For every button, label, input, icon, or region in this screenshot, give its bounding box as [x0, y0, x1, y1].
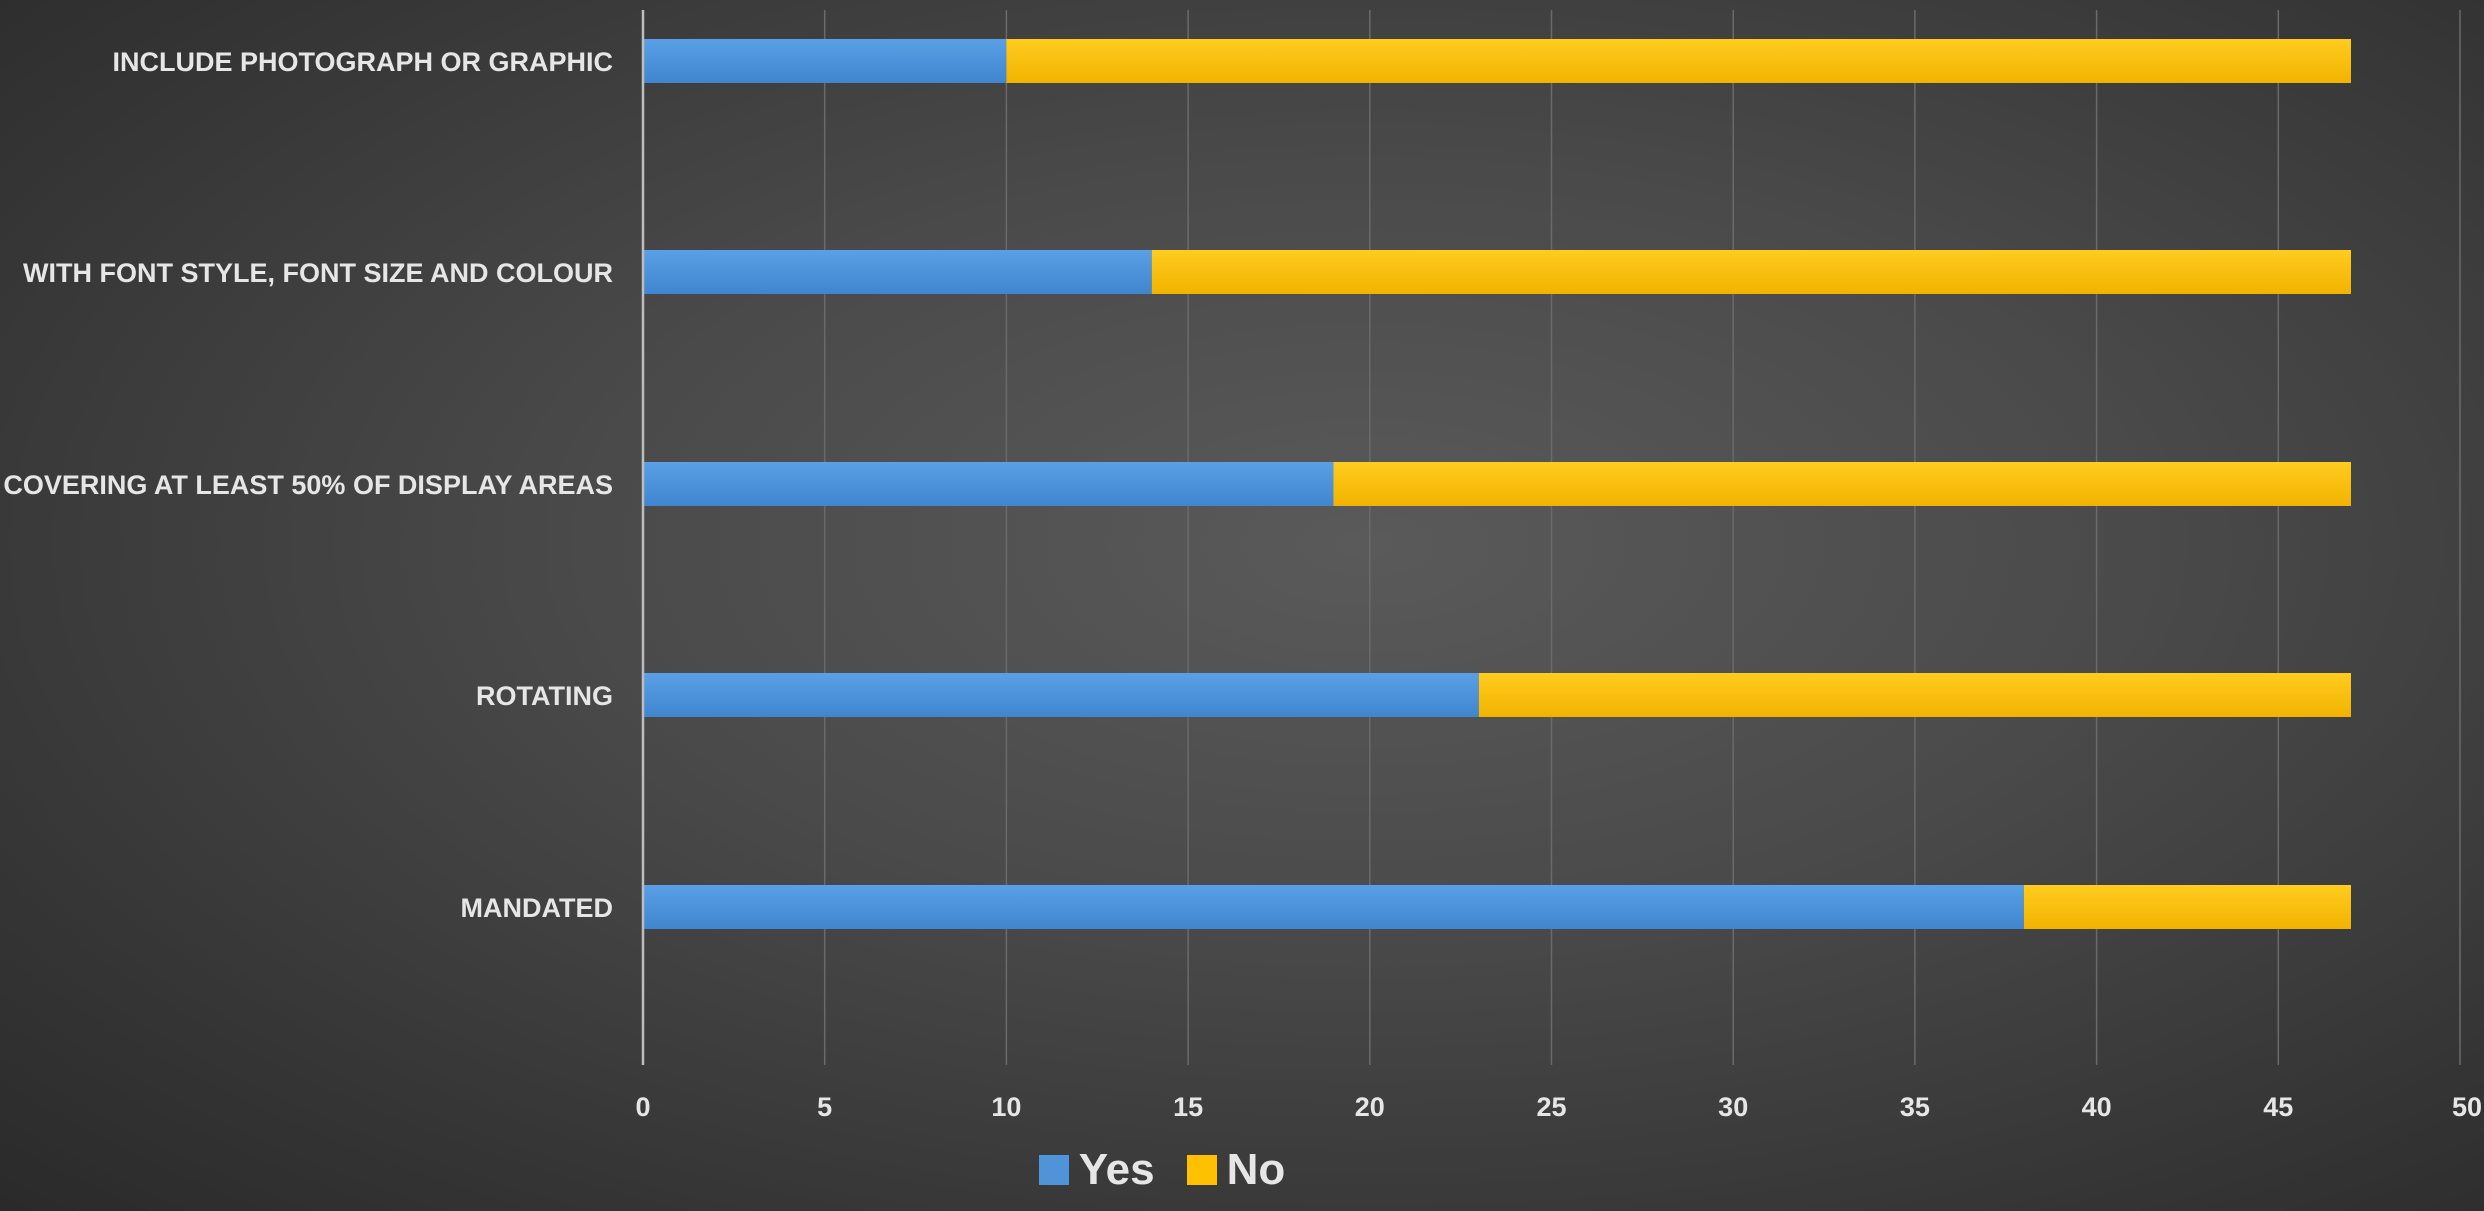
category-label-1: WITH FONT STYLE, FONT SIZE AND COLOUR	[23, 258, 613, 288]
bar-no-0[interactable]	[1006, 39, 2351, 83]
x-tick-label-0: 0	[635, 1092, 650, 1122]
legend-label-no: No	[1226, 1145, 1286, 1194]
x-tick-label-50: 50	[2452, 1092, 2482, 1122]
legend-label-yes: Yes	[1078, 1145, 1155, 1194]
x-tick-label-20: 20	[1355, 1092, 1385, 1122]
bar-yes-0[interactable]	[643, 39, 1007, 83]
x-tick-label-15: 15	[1173, 1092, 1203, 1122]
legend: Yes No	[0, 1148, 2404, 1192]
bars-layer	[643, 39, 2351, 929]
bar-yes-4[interactable]	[643, 885, 2024, 929]
x-tick-labels: 0 5 10 15 20 25 30 35 40 45 50	[635, 1092, 2482, 1122]
x-tick-label-30: 30	[1718, 1092, 1748, 1122]
category-label-0: INCLUDE PHOTOGRAPH OR GRAPHIC	[112, 47, 613, 77]
x-tick-label-40: 40	[2082, 1092, 2112, 1122]
category-label-3: ROTATING	[476, 681, 613, 711]
x-tick-label-25: 25	[1536, 1092, 1566, 1122]
bar-yes-1[interactable]	[643, 250, 1152, 294]
x-tick-label-45: 45	[2263, 1092, 2293, 1122]
legend-swatch-yes	[1038, 1155, 1069, 1185]
category-label-4: MANDATED	[461, 893, 613, 923]
legend-swatch-no	[1186, 1155, 1217, 1185]
x-tick-label-5: 5	[817, 1092, 832, 1122]
grid-layer	[823, 10, 2461, 1065]
x-tick-label-10: 10	[991, 1092, 1021, 1122]
x-tick-label-35: 35	[1900, 1092, 1930, 1122]
bar-no-2[interactable]	[1333, 462, 2351, 506]
bar-yes-3[interactable]	[643, 673, 1479, 717]
category-labels: INCLUDE PHOTOGRAPH OR GRAPHIC WITH FONT S…	[3, 47, 613, 923]
legend-item-yes[interactable]: Yes	[1038, 1145, 1155, 1194]
bar-no-1[interactable]	[1151, 250, 2351, 294]
bar-no-3[interactable]	[1478, 673, 2351, 717]
category-label-2: COVERING AT LEAST 50% OF DISPLAY AREAS	[3, 470, 613, 500]
legend-item-no[interactable]: No	[1186, 1145, 1286, 1194]
bar-yes-2[interactable]	[643, 462, 1334, 506]
bar-no-4[interactable]	[2023, 885, 2351, 929]
